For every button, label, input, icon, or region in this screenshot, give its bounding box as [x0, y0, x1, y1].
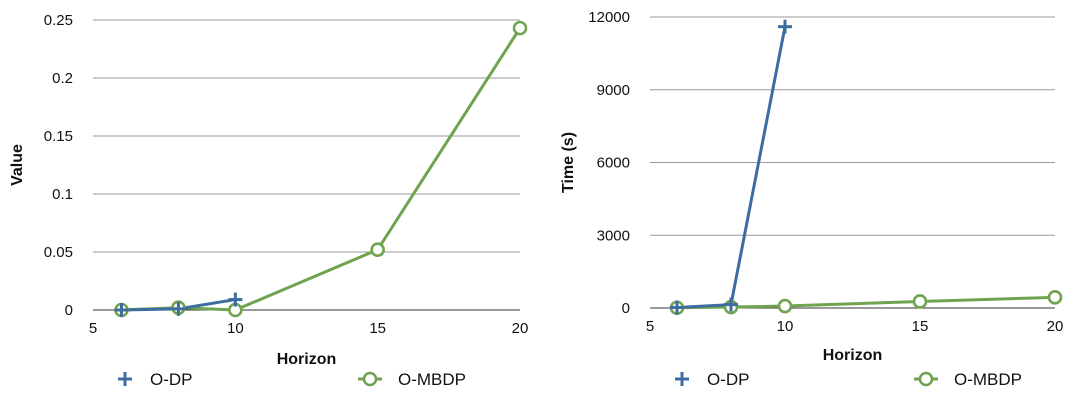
data-point-o-dp — [228, 292, 243, 307]
legend-item-o-dp: O-DP — [675, 370, 750, 389]
x-tick-label: 10 — [777, 318, 794, 335]
legend-marker-circle — [362, 371, 378, 387]
legend-label: O-DP — [707, 370, 750, 389]
x-axis-title: Horizon — [277, 351, 337, 368]
series-line-o-mbdp — [121, 27, 522, 312]
x-tick-label: 20 — [1047, 318, 1064, 335]
x-axis-title: Horizon — [823, 347, 883, 364]
legend-label: O-MBDP — [398, 370, 466, 389]
chart-1: 0 0.05 0.1 0.15 0.2 0.25 5 10 15 20 Horizon Value O-… — [9, 12, 528, 389]
series-line-o-dp — [676, 26, 787, 310]
legend-marker-circle — [918, 371, 934, 387]
legend-label: O-MBDP — [954, 370, 1022, 389]
legend-item-o-mbdp: O-MBDP — [914, 370, 1022, 389]
x-tick-label: 15 — [369, 320, 386, 337]
y-tick-label: 0.15 — [44, 128, 73, 145]
data-point-o-mbdp — [777, 298, 793, 314]
legend-item-o-dp: O-DP — [118, 370, 193, 389]
x-tick-label: 10 — [227, 320, 244, 337]
legend: O-DP O-MBDP — [675, 370, 1022, 389]
legend-label: O-DP — [150, 370, 193, 389]
y-axis-title: Time (s) — [560, 132, 577, 193]
data-point-o-dp — [670, 300, 684, 315]
legend-marker-plus — [675, 372, 689, 386]
y-tick-label: 12000 — [588, 9, 630, 26]
y-tick-label: 0.1 — [52, 186, 73, 203]
x-tick-label: 20 — [512, 320, 529, 337]
y-tick-label: 0 — [622, 300, 630, 317]
data-point-o-mbdp — [912, 294, 928, 309]
legend: O-DP O-MBDP — [118, 370, 466, 389]
data-point-o-mbdp — [512, 20, 528, 36]
y-tick-label: 6000 — [597, 155, 630, 172]
x-tick-label: 5 — [89, 320, 97, 337]
chart-2: 0 3000 6000 9000 12000 5 10 15 20 Horizon Time (s)… — [560, 9, 1063, 389]
y-tick-label: 9000 — [597, 82, 630, 99]
y-axis-title: Value — [9, 144, 26, 186]
data-point-o-dp — [778, 19, 792, 34]
data-point-o-dp — [724, 297, 738, 312]
data-point-o-mbdp — [370, 242, 385, 257]
data-point-o-dp — [114, 303, 129, 317]
x-tick-label: 15 — [912, 318, 929, 335]
data-point-o-dp — [171, 301, 186, 316]
data-point-o-mbdp — [1047, 290, 1063, 305]
legend-marker-plus — [118, 372, 132, 386]
x-tick-label: 5 — [646, 318, 654, 335]
y-tick-label: 0 — [65, 302, 73, 319]
y-tick-label: 0.05 — [44, 244, 73, 261]
y-tick-label: 3000 — [597, 227, 630, 244]
y-tick-label: 0.2 — [52, 70, 73, 87]
y-tick-label: 0.25 — [44, 12, 73, 29]
legend-item-o-mbdp: O-MBDP — [358, 370, 466, 389]
